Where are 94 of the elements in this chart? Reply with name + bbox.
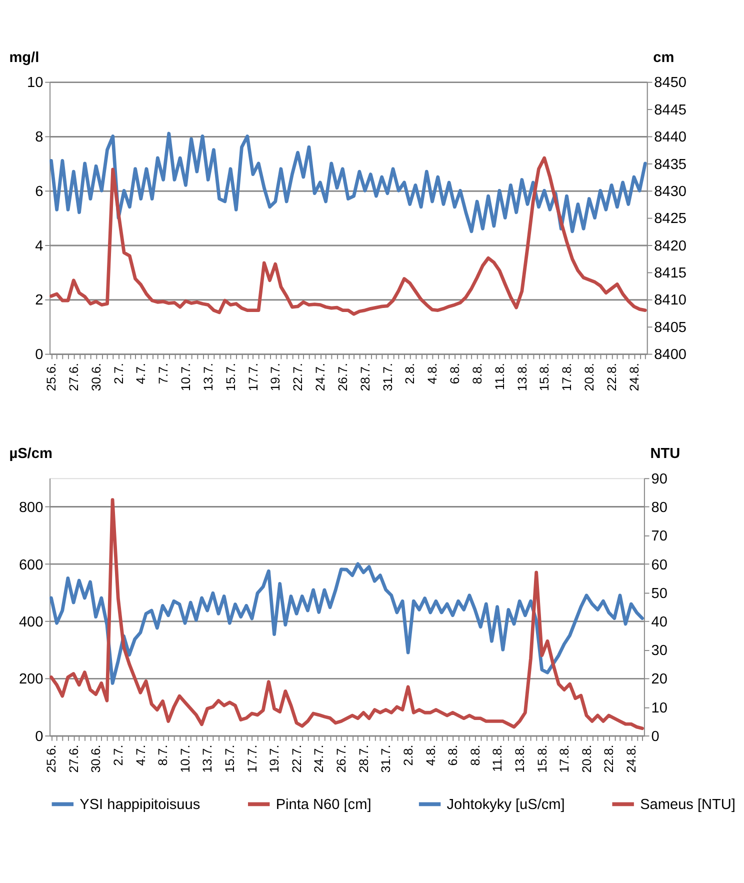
- x-tick-label: 22.7.: [291, 363, 306, 392]
- y2-tick-label: 0: [651, 728, 660, 745]
- x-tick-label: 17.8.: [558, 744, 572, 773]
- x-tick-label: 8.7.: [156, 744, 170, 766]
- y2-tick-label: 8435: [654, 156, 687, 173]
- x-tick-label: 4.7.: [134, 363, 148, 384]
- y2-tick-label: 8445: [654, 102, 687, 118]
- y2-tick-label: 70: [651, 528, 668, 545]
- x-tick-label: 19.7.: [268, 363, 283, 392]
- y2-tick-label: 30: [651, 643, 668, 660]
- x-tick-label: 20.8.: [582, 363, 597, 392]
- x-tick-label: 15.8.: [535, 744, 550, 773]
- x-tick-label: 15.8.: [538, 363, 552, 392]
- y-tick-label: 10: [27, 75, 44, 92]
- y2-tick-label: 8425: [654, 211, 687, 228]
- y2-tick-label: 8410: [654, 292, 687, 309]
- x-tick-label: 2.8.: [401, 744, 416, 766]
- legend-label: Johtokyky [uS/cm]: [446, 797, 565, 814]
- y-tick-label: 0: [35, 728, 44, 745]
- x-tick-label: 2.7.: [112, 363, 126, 384]
- x-tick-label: 13.7.: [201, 363, 216, 392]
- x-tick-label: 15.7.: [224, 363, 238, 392]
- y-tick-label: 2: [35, 292, 44, 309]
- x-tick-label: 11.8.: [492, 363, 507, 390]
- y2-tick-label: 10: [651, 700, 668, 716]
- y2-tick-label: 40: [651, 614, 668, 630]
- y-tick-label: 200: [18, 672, 44, 688]
- x-tick-label: 31.7.: [379, 744, 394, 773]
- x-tick-label: 26.7.: [334, 744, 349, 773]
- x-tick-label: 22.7.: [290, 744, 304, 773]
- x-tick-label: 24.7.: [312, 744, 326, 773]
- x-tick-label: 22.8.: [602, 744, 616, 773]
- x-tick-label: 28.7.: [358, 363, 372, 392]
- legend-label: YSI happipitoisuus: [80, 797, 200, 814]
- x-tick-label: 17.8.: [560, 363, 574, 392]
- y2-tick-label: 8440: [654, 130, 687, 146]
- x-tick-label: 6.8.: [448, 363, 462, 384]
- x-tick-label: 11.8.: [490, 744, 505, 772]
- y2-axis-title: NTU: [650, 446, 680, 462]
- x-tick-label: 6.8.: [446, 744, 460, 766]
- y-tick-label: 8: [35, 130, 44, 146]
- x-tick-label: 2.7.: [111, 744, 126, 766]
- x-tick-label: 13.7.: [200, 744, 215, 773]
- y-tick-label: 800: [18, 500, 44, 516]
- y2-tick-label: 20: [651, 672, 668, 688]
- y2-tick-label: 60: [651, 557, 668, 574]
- x-tick-label: 30.6.: [89, 363, 104, 392]
- y2-tick-label: 8450: [654, 75, 687, 92]
- x-tick-label: 24.7.: [314, 363, 328, 392]
- x-tick-label: 24.8.: [624, 744, 639, 773]
- x-tick-label: 31.7.: [380, 363, 395, 392]
- x-tick-label: 20.8.: [580, 744, 594, 773]
- y2-tick-label: 90: [651, 471, 668, 488]
- x-tick-label: 4.8.: [424, 744, 438, 766]
- x-tick-label: 10.7.: [179, 363, 194, 392]
- y-tick-label: 400: [18, 614, 44, 630]
- x-tick-label: 27.6.: [66, 744, 81, 773]
- x-tick-label: 30.6.: [89, 744, 104, 773]
- x-tick-label: 22.8.: [604, 363, 619, 392]
- y2-tick-label: 8430: [654, 184, 687, 200]
- x-tick-label: 28.7.: [356, 744, 371, 773]
- x-tick-label: 13.8.: [515, 363, 530, 392]
- x-tick-label: 27.6.: [67, 363, 81, 392]
- x-tick-label: 8.8.: [470, 363, 484, 384]
- x-tick-label: 10.7.: [178, 744, 192, 773]
- y-tick-label: 4: [35, 238, 44, 254]
- x-tick-label: 4.8.: [426, 363, 440, 384]
- x-tick-label: 15.7.: [223, 744, 238, 773]
- x-tick-label: 25.6.: [44, 363, 59, 392]
- x-tick-label: 13.8.: [512, 744, 527, 773]
- y2-tick-label: 8420: [654, 238, 687, 254]
- y2-tick-label: 50: [651, 586, 668, 602]
- y2-tick-label: 8415: [654, 266, 687, 282]
- legend-label: Sameus [NTU]: [640, 797, 736, 814]
- y2-axis-title: cm: [653, 50, 674, 66]
- y2-tick-label: 8405: [654, 320, 687, 336]
- x-tick-label: 7.7.: [156, 363, 171, 384]
- x-tick-label: 25.6.: [44, 744, 59, 773]
- y-tick-label: 600: [18, 557, 44, 574]
- x-tick-label: 26.7.: [336, 363, 350, 392]
- x-tick-label: 17.7.: [246, 363, 260, 392]
- y2-tick-label: 80: [651, 500, 668, 516]
- y-tick-label: 0: [35, 347, 44, 364]
- x-tick-label: 17.7.: [245, 744, 260, 773]
- x-tick-label: 4.7.: [134, 744, 148, 766]
- y-axis-title: µS/cm: [9, 446, 52, 462]
- y-axis-title: mg/l: [9, 50, 40, 66]
- x-tick-label: 2.8.: [403, 363, 418, 384]
- y-tick-label: 6: [35, 184, 44, 200]
- x-tick-label: 19.7.: [268, 744, 282, 773]
- y2-tick-label: 8400: [654, 347, 687, 364]
- x-tick-label: 24.8.: [627, 363, 642, 392]
- legend-label: Pinta N60 [cm]: [276, 797, 372, 814]
- x-tick-label: 8.8.: [468, 744, 482, 766]
